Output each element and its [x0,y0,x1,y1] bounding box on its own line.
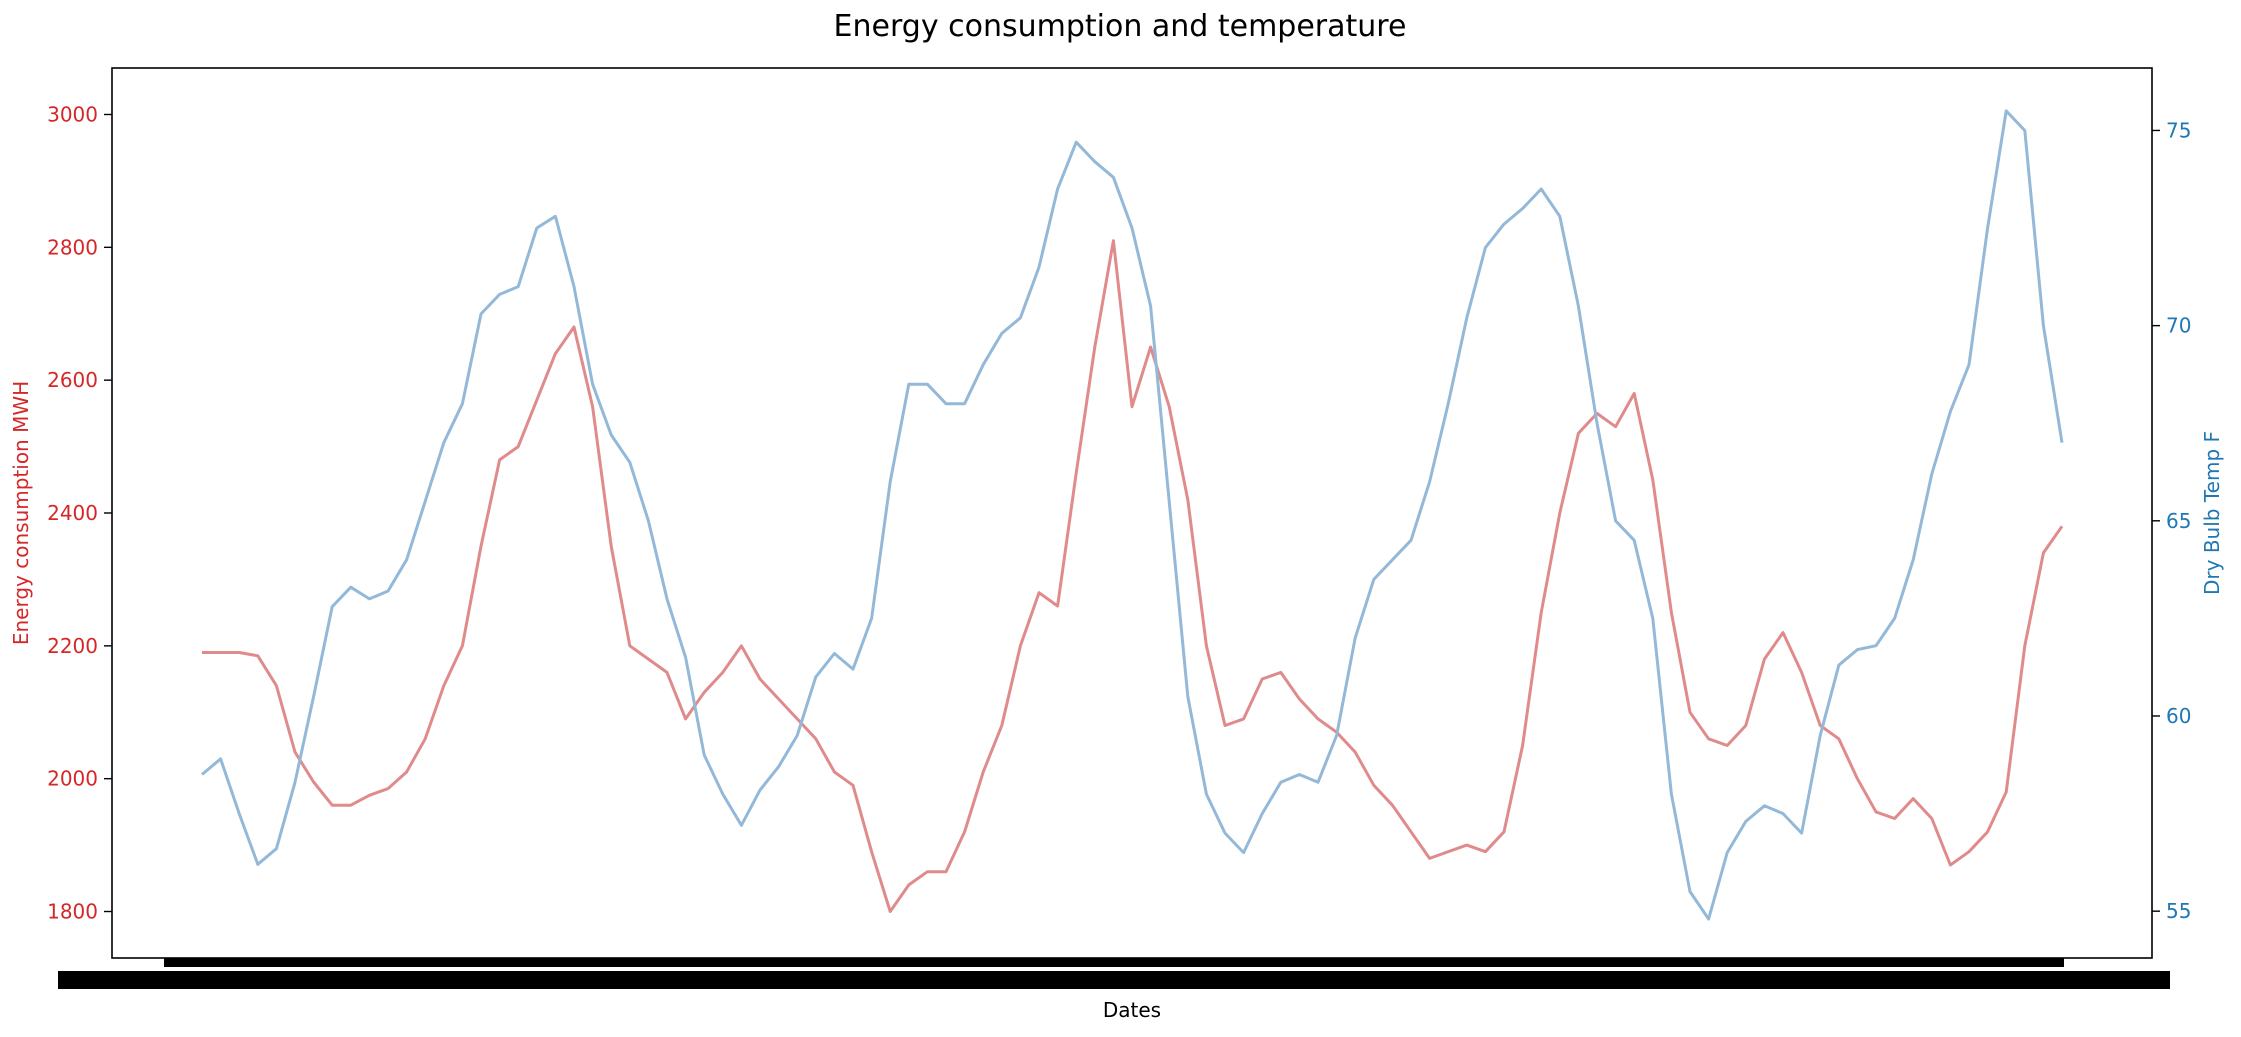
left-y-tick-label: 1800 [47,900,98,924]
x-axis-label: Dates [1103,998,1161,1022]
left-y-tick-label: 2800 [47,235,98,259]
plot-area [201,109,2064,921]
right-y-axis-label: Dry Bulb Temp F [2200,431,2224,595]
left-y-tick-label: 3000 [47,102,98,126]
left-y-tick-label: 2600 [47,368,98,392]
right-y-tick-label: 60 [2166,704,2191,728]
left-y-tick-label: 2000 [47,767,98,791]
left-y-tick-label: 2400 [47,501,98,525]
right-y-tick-label: 70 [2166,314,2191,338]
plot-frame [111,67,2153,959]
x-tick-labels-band [58,971,2170,989]
dry-bulb-temp-line [201,109,2064,921]
right-y-tick-label: 75 [2166,118,2191,142]
left-y-tick-label: 2200 [47,634,98,658]
left-y-axis-label: Energy consumption MWH [9,381,33,645]
right-y-tick-label: 55 [2166,899,2191,923]
x-axis [58,958,2170,989]
left-y-axis: 1800 2000 2200 2400 2600 2800 3000 [47,102,112,924]
chart-title: Energy consumption and temperature [834,9,1407,44]
right-y-tick-label: 65 [2166,509,2191,533]
energy-consumption-line [202,239,2064,913]
x-tick-marks-band [164,958,2064,967]
right-y-axis: 55 60 65 70 75 [2152,118,2191,923]
